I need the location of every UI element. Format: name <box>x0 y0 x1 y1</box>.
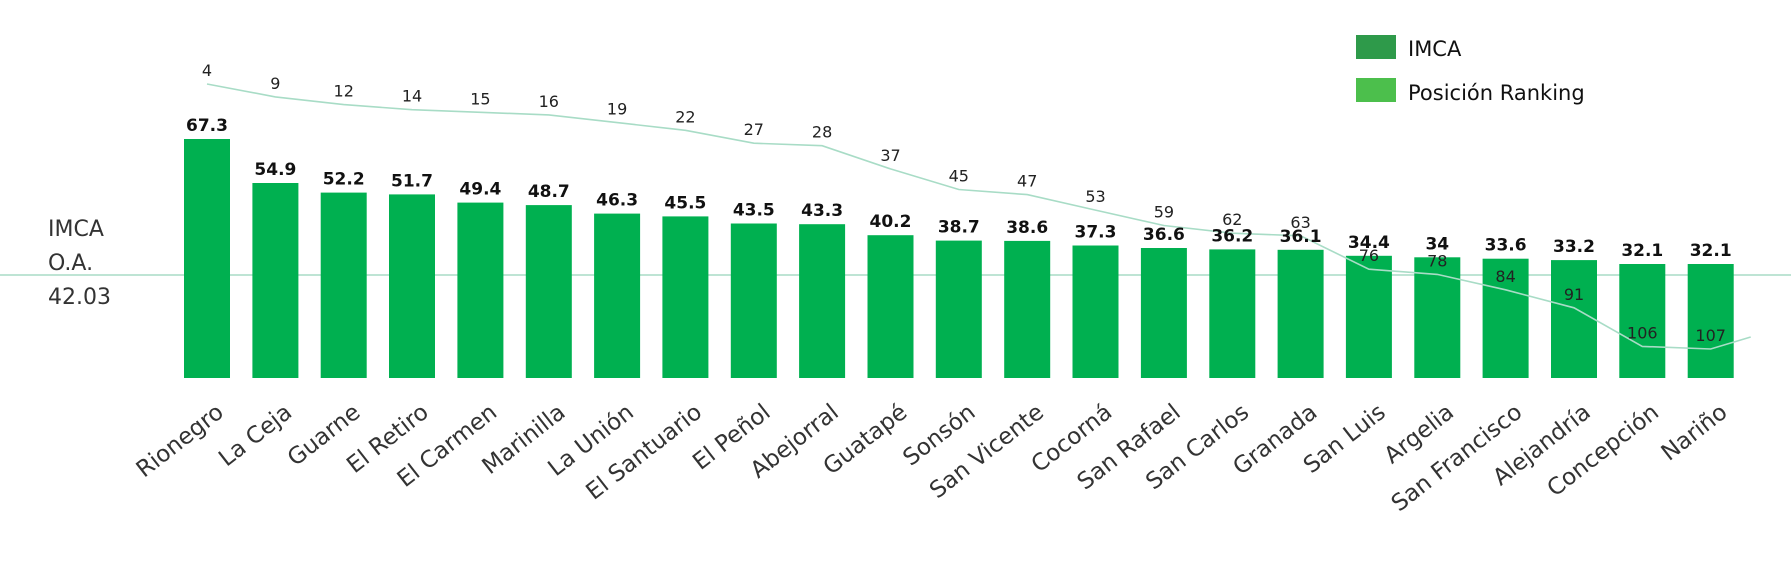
bar-19 <box>1414 257 1461 378</box>
bar-value-label: 34 <box>1425 234 1449 254</box>
rank-value-label: 27 <box>744 120 764 139</box>
bar-22 <box>1619 264 1666 378</box>
category-label: La Ceja <box>214 399 297 472</box>
bar-value-label: 45.5 <box>664 193 706 213</box>
rank-value-label: 45 <box>949 167 969 186</box>
bar-value-label: 51.7 <box>391 171 433 191</box>
legend-swatch-imca <box>1356 35 1396 59</box>
rank-value-label: 62 <box>1222 210 1242 229</box>
bar-value-label: 36.2 <box>1211 226 1253 246</box>
bar-17 <box>1277 249 1324 378</box>
bar-value-label: 49.4 <box>459 180 501 200</box>
bar-12 <box>935 240 982 378</box>
bar-value-label: 36.6 <box>1143 225 1185 245</box>
bar-value-label: 46.3 <box>596 191 638 211</box>
bar-14 <box>1072 245 1119 378</box>
bar-20 <box>1482 258 1529 378</box>
legend-label-ranking: Posición Ranking <box>1408 81 1585 105</box>
rank-value-label: 59 <box>1154 203 1174 222</box>
bar-5 <box>457 202 504 378</box>
bar-6 <box>525 205 572 378</box>
rank-value-label: 47 <box>1017 172 1037 191</box>
bar-value-label: 38.7 <box>938 218 980 238</box>
bar-8 <box>662 216 709 378</box>
reference-label-line-2: O.A. <box>48 251 93 276</box>
rank-value-label: 14 <box>402 87 422 106</box>
rank-value-label: 19 <box>607 100 627 119</box>
rank-value-label: 28 <box>812 123 832 142</box>
bar-value-label: 33.2 <box>1553 237 1595 257</box>
bar-3 <box>320 192 367 378</box>
bar-value-label: 54.9 <box>254 160 296 180</box>
bar-value-label: 33.6 <box>1485 236 1527 256</box>
rank-value-label: 76 <box>1359 246 1379 265</box>
rank-value-label: 15 <box>470 89 490 108</box>
rank-value-label: 53 <box>1085 187 1105 206</box>
bar-1 <box>184 139 230 378</box>
rank-value-label: 106 <box>1627 323 1658 342</box>
rank-line-layer <box>206 83 1751 350</box>
bar-value-label: 32.1 <box>1690 241 1732 261</box>
reference-label-line-1: IMCA <box>48 217 104 242</box>
bars-layer <box>184 139 1734 378</box>
category-label: Nariño <box>1657 399 1733 466</box>
rank-value-label: 4 <box>202 61 212 80</box>
bar-23 <box>1687 264 1734 378</box>
bar-4 <box>389 194 435 378</box>
bar-10 <box>799 224 846 378</box>
legend-swatch-ranking <box>1356 78 1396 102</box>
bar-18 <box>1345 255 1392 378</box>
category-label: El Santuario <box>581 399 707 505</box>
legend: IMCA Posición Ranking <box>1356 35 1585 105</box>
bar-value-label: 52.2 <box>323 170 365 190</box>
category-label: Rionegro <box>132 399 229 483</box>
bar-13 <box>1004 240 1051 378</box>
bar-7 <box>594 213 641 378</box>
bar-15 <box>1140 248 1187 378</box>
bar-value-label: 37.3 <box>1075 223 1117 243</box>
bar-value-label: 36.1 <box>1280 227 1322 247</box>
rank-value-label: 22 <box>675 107 695 126</box>
bar-value-label: 40.2 <box>870 212 912 232</box>
rank-value-label: 78 <box>1427 251 1447 270</box>
legend-label-imca: IMCA <box>1408 37 1462 61</box>
bar-16 <box>1209 249 1256 378</box>
ranking-line <box>206 83 1751 350</box>
bar-value-label: 48.7 <box>528 182 570 202</box>
rank-value-label: 84 <box>1495 267 1515 286</box>
bar-value-label: 43.5 <box>733 201 775 221</box>
rank-value-label: 63 <box>1290 213 1310 232</box>
bar-value-label: 34.4 <box>1348 233 1390 253</box>
bar-value-label: 38.6 <box>1006 218 1048 238</box>
bar-value-label: 43.3 <box>801 201 843 221</box>
bar-2 <box>252 183 299 378</box>
rank-value-label: 16 <box>539 92 559 111</box>
bar-9 <box>730 223 777 378</box>
rank-value-label: 37 <box>880 146 900 165</box>
bar-value-label: 32.1 <box>1621 241 1663 261</box>
bar-value-label: 67.3 <box>186 116 228 136</box>
bar-21 <box>1551 260 1597 378</box>
bar-11 <box>867 235 914 378</box>
rank-value-label: 107 <box>1695 326 1726 345</box>
reference-label-line-3: 42.03 <box>48 285 111 310</box>
rank-value-label: 91 <box>1564 285 1584 304</box>
rank-value-label: 9 <box>270 74 280 93</box>
rank-value-label: 12 <box>334 82 354 101</box>
